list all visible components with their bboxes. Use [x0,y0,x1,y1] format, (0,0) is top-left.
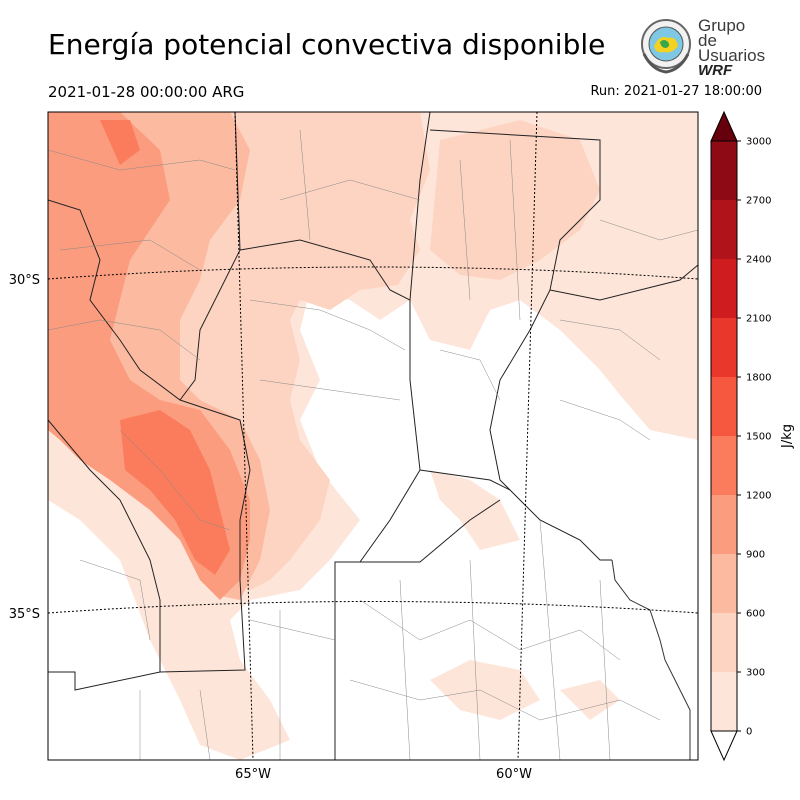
parallel-35s [48,601,698,614]
cape-band-1200-1500-nw [100,120,140,165]
colorbar-segment [711,495,737,554]
province-boundary [179,249,241,401]
department-boundary [249,299,406,351]
cape-band-300-600-ne [430,120,600,280]
colorbar-segment [711,141,737,200]
map-field [48,112,698,760]
colorbar-segment [711,672,737,731]
department-boundary [79,559,151,641]
department-boundary [259,379,401,401]
colorbar-tick-label: 2100 [746,314,771,325]
logo-line-3: WRF [698,62,733,79]
run-time-label: Run: 2021-01-27 18:00:00 [590,84,762,99]
colorbar-tick-label: 600 [746,609,765,620]
wrf-user-group-logo: Grupo de Usuarios WRF [638,16,768,79]
colorbar-tick-label: 900 [746,550,765,561]
logo-line-2: Usuarios [698,46,766,65]
cape-band-1200-1500 [120,410,230,575]
province-boundary [48,671,161,691]
lon-label: 60°W [496,767,532,782]
colorbar-unit-label: J/kg [780,424,795,449]
meridian-65w [234,112,254,760]
department-boundary [299,129,311,241]
colorbar-over-triangle [710,110,738,142]
department-boundary [59,239,201,271]
colorbar-tick-label: 300 [746,668,765,679]
department-boundary [439,349,501,401]
department-boundary [48,149,236,171]
province-boundary [429,129,612,561]
logo-line-1: Grupo de [698,16,746,50]
department-boundary [599,219,698,241]
parallel-30s [48,266,698,280]
department-boundary [599,579,611,760]
department-boundary [459,159,471,301]
colorbar-tick-label: 2700 [746,196,771,207]
lon-label: 65°W [235,767,271,782]
department-boundary [399,579,411,760]
department-boundary [559,399,651,441]
colorbar-segment [711,613,737,672]
colorbar-segment [711,318,737,377]
province-boundary [419,469,511,491]
graticule [48,112,698,760]
department-boundary [359,599,621,661]
colorbar-tick-label: 2400 [746,255,771,266]
lat-label: 35°S [9,607,40,622]
coastline [611,559,691,760]
department-boundary [48,319,201,361]
cape-band-0-300-east [430,470,520,550]
department-boundary [199,689,211,760]
colorbar-segment [711,554,737,613]
department-boundary [279,179,421,201]
logo-emblem-icon [641,19,691,74]
department-boundary [119,429,231,531]
colorbar-segment [711,377,737,436]
department-boundary [349,679,661,721]
province-boundary [335,499,501,563]
colorbar-tick-label: 1500 [746,432,771,443]
department-boundary [539,519,561,760]
colorbar-tick-label: 3000 [746,137,771,148]
department-boundary [249,619,336,641]
map-title: Energía potencial convectiva disponible [48,28,606,61]
colorbar-segment [711,259,737,318]
colorbar-under-triangle [710,730,738,762]
colorbar-tick-label: 1800 [746,373,771,384]
colorbar: 0 300 600 900 1200 1500 1800 2100 2400 2700 3000 J/… [710,110,795,762]
department-boundary [509,139,521,321]
province-boundary [48,199,251,673]
department-boundary [469,559,481,760]
valid-time-label: 2021-01-28 00:00:00 ARG [48,83,245,101]
colorbar-segment [711,200,737,259]
department-boundaries [48,129,698,760]
lat-label: 30°S [9,273,40,288]
colorbar-tick-label: 1200 [746,491,771,502]
province-boundary [549,264,698,301]
meridian-60w [517,112,538,760]
map-frame [47,111,699,761]
colorbar-tick-label: 0 [746,727,752,738]
province-boundary [409,112,431,301]
province-boundaries [48,112,698,760]
logo-text: Grupo de Usuarios WRF [698,16,768,79]
department-boundary [559,319,661,361]
colorbar-segment [711,436,737,495]
